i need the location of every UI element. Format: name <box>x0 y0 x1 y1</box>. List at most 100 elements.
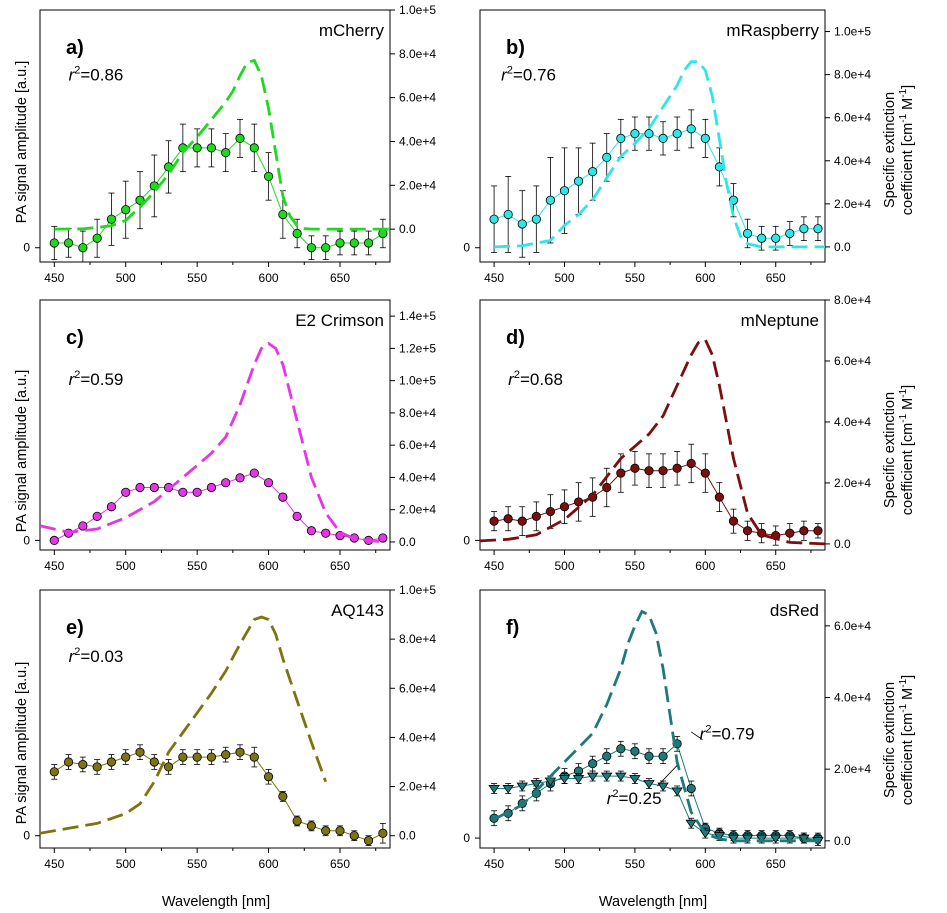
panel-title: AQ143 <box>331 601 384 620</box>
data-point <box>263 171 274 182</box>
plot-area <box>49 58 390 262</box>
x-tick-label: 500 <box>116 857 136 871</box>
data-point <box>785 228 795 239</box>
data-point <box>799 526 809 536</box>
data-point <box>489 516 499 526</box>
data-point-triangle <box>784 834 796 844</box>
right-tick-label: 1.0e+5 <box>399 374 436 388</box>
y-axis-label-left-bottom: PA signal amplitude [a.u.] <box>14 662 30 825</box>
right-tick-label: 2.0e+4 <box>834 762 871 776</box>
data-point <box>616 744 626 754</box>
data-point <box>503 514 513 524</box>
x-tick-label: 600 <box>259 857 279 871</box>
x-tick-label: 500 <box>554 857 574 871</box>
data-point <box>517 219 527 229</box>
right-tick-label: 8.0e+4 <box>399 47 436 61</box>
data-point <box>644 129 654 139</box>
right-tick-label: 6.0e+4 <box>834 619 871 633</box>
left-tick-label: 0 <box>23 829 30 843</box>
x-tick-label: 550 <box>625 857 645 871</box>
right-tick-label: 1.0e+5 <box>834 25 871 39</box>
y-axis-label-left-top: PA signal amplitude [a.u.] <box>14 61 30 224</box>
data-point <box>135 482 145 493</box>
right-tick-label: 4.0e+4 <box>834 154 871 168</box>
data-point <box>321 826 331 836</box>
right-tick-label: 8.0e+4 <box>399 406 436 420</box>
panel-title: mRaspberry <box>726 21 819 40</box>
data-point <box>644 466 654 476</box>
data-point <box>306 526 317 536</box>
data-point <box>531 214 541 224</box>
r-squared-label: r2=0.68 <box>508 369 563 389</box>
data-point <box>278 492 288 502</box>
data-point <box>206 482 217 493</box>
plot-area <box>480 337 825 546</box>
panel-title: dsRed <box>770 601 819 620</box>
data-point <box>249 468 259 478</box>
data-point <box>644 751 654 761</box>
data-point <box>363 836 374 846</box>
extinction-curve <box>480 337 825 546</box>
x-tick-label: 650 <box>330 271 350 285</box>
data-point <box>92 233 102 243</box>
plot-frame <box>39 589 391 849</box>
panel-a: 450 500 550 600 650 0 0.0 2.0e+4 4.0e+4 6.0e+4 8.0… <box>23 3 436 285</box>
x-axis-label-right: Wavelength [nm] <box>599 894 707 910</box>
data-point <box>278 791 288 802</box>
x-tick-label: 550 <box>187 271 207 285</box>
right-tick-label: 6.0e+4 <box>834 111 871 125</box>
data-point <box>658 133 668 143</box>
data-point <box>278 209 288 220</box>
data-point <box>489 214 499 224</box>
data-point <box>221 148 231 158</box>
panel-title: mCherry <box>319 21 385 40</box>
right-tick-label: 2.0e+4 <box>399 780 436 794</box>
pa-connect-line <box>54 137 384 249</box>
data-point <box>378 828 388 838</box>
r-squared-label: r2=0.79 <box>700 724 755 744</box>
right-tick-label: 2.0e+4 <box>834 476 871 490</box>
data-point <box>742 228 753 239</box>
x-tick-label: 550 <box>187 857 207 871</box>
data-point <box>616 468 626 478</box>
data-point <box>616 133 626 143</box>
x-tick-label: 450 <box>44 271 64 285</box>
data-point-triangle <box>713 832 726 841</box>
right-tick-label: 4.0e+4 <box>399 730 436 744</box>
extinction-curve <box>493 609 825 843</box>
data-point-triangle <box>516 782 528 792</box>
x-tick-label: 550 <box>187 559 207 573</box>
data-point <box>588 759 598 769</box>
data-point <box>121 752 131 762</box>
data-point <box>292 228 302 239</box>
r-squared-label: r2=0.03 <box>69 646 124 666</box>
right-tick-label: 0.0 <box>834 834 851 848</box>
right-tick-label: 4.0e+4 <box>834 415 871 429</box>
pa-connect-line <box>493 128 818 239</box>
right-label-line2: coefficient [cm-1 M-1] <box>898 385 916 515</box>
x-tick-label: 450 <box>484 857 504 871</box>
data-point <box>658 751 668 761</box>
panel-title: mNeptune <box>741 311 819 330</box>
data-point <box>700 468 710 478</box>
right-tick-label: 2.0e+4 <box>834 197 871 211</box>
pa-connect-line <box>54 751 384 842</box>
left-tick-label: 0 <box>463 533 470 547</box>
annotation-leader <box>657 765 678 787</box>
x-tick-label: 450 <box>484 559 504 573</box>
left-tick-label: 0 <box>463 831 470 845</box>
data-point <box>335 826 345 836</box>
x-tick-label: 650 <box>766 271 786 285</box>
r-squared-label: r2=0.25 <box>607 788 662 808</box>
data-point <box>235 133 245 143</box>
data-point <box>78 521 88 531</box>
panel-c: 450 500 550 600 650 0 0.0 2.0e+4 4.0e+4 6.0e+4 8.0… <box>23 299 436 573</box>
plot-frame <box>479 589 826 849</box>
x-tick-label: 500 <box>554 559 574 573</box>
extinction-curve <box>54 58 390 231</box>
data-point-triangle <box>488 785 500 794</box>
data-point <box>263 772 274 782</box>
data-point <box>588 167 598 177</box>
data-point <box>321 528 331 538</box>
panel-letter: f) <box>506 617 519 639</box>
